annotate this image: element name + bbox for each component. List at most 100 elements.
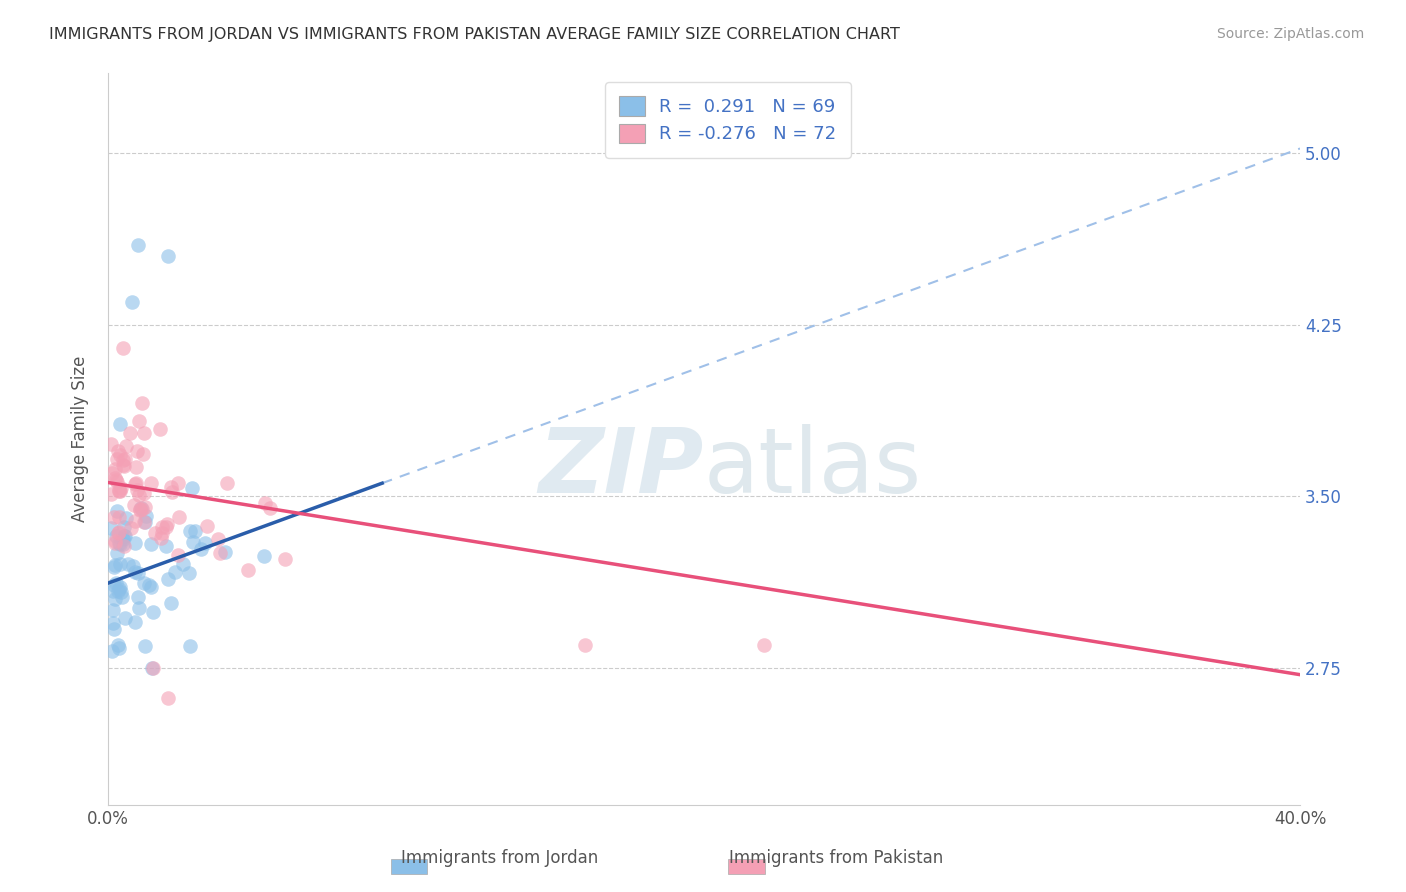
Text: ZIP: ZIP	[538, 425, 704, 512]
Point	[103, 583, 125, 598]
Point	[118, 425, 141, 440]
Point	[172, 557, 194, 571]
Point	[108, 537, 131, 551]
Point	[110, 585, 132, 599]
Point	[104, 591, 127, 606]
Point	[112, 536, 135, 550]
Point	[104, 462, 127, 476]
Point	[134, 486, 156, 500]
Point	[156, 690, 179, 705]
Point	[131, 501, 153, 516]
Point	[125, 483, 148, 498]
Point	[238, 563, 260, 577]
Point	[135, 509, 157, 524]
Point	[115, 511, 138, 525]
Point	[112, 540, 135, 554]
Y-axis label: Average Family Size: Average Family Size	[72, 356, 89, 522]
Point	[131, 447, 153, 461]
Point	[107, 526, 129, 541]
Point	[107, 504, 129, 518]
Point	[128, 601, 150, 615]
Point	[132, 515, 155, 529]
Text: Source: ZipAtlas.com: Source: ZipAtlas.com	[1216, 27, 1364, 41]
Point	[127, 566, 149, 581]
Point	[155, 539, 177, 553]
Point	[121, 294, 143, 309]
Point	[167, 548, 190, 562]
Point	[110, 590, 132, 604]
Point	[128, 414, 150, 428]
Point	[112, 533, 135, 547]
Point	[129, 501, 152, 516]
Point	[105, 575, 128, 590]
Point	[142, 661, 165, 675]
Point	[253, 549, 276, 564]
Point	[117, 557, 139, 571]
Point	[100, 521, 122, 535]
Point	[107, 584, 129, 599]
Point	[214, 545, 236, 559]
Text: IMMIGRANTS FROM JORDAN VS IMMIGRANTS FROM PAKISTAN AVERAGE FAMILY SIZE CORRELATI: IMMIGRANTS FROM JORDAN VS IMMIGRANTS FRO…	[49, 27, 900, 42]
Point	[167, 476, 190, 491]
Point	[181, 481, 204, 495]
Point	[112, 520, 135, 534]
Point	[105, 474, 128, 488]
Point	[103, 560, 125, 574]
Point	[128, 488, 150, 502]
Point	[108, 582, 131, 596]
Legend: R =  0.291   N = 69, R = -0.276   N = 72: R = 0.291 N = 69, R = -0.276 N = 72	[605, 82, 851, 158]
Point	[160, 484, 183, 499]
Point	[103, 510, 125, 524]
Point	[155, 516, 177, 531]
Point	[160, 480, 183, 494]
Point	[105, 546, 128, 560]
Point	[101, 616, 124, 631]
Point	[179, 639, 201, 653]
Point	[108, 580, 131, 594]
Point	[142, 605, 165, 619]
Point	[124, 477, 146, 491]
Point	[124, 615, 146, 630]
Point	[134, 426, 156, 441]
Point	[149, 422, 172, 436]
Point	[195, 519, 218, 533]
Point	[134, 640, 156, 654]
Point	[752, 638, 775, 652]
Point	[110, 483, 132, 498]
Point	[107, 444, 129, 458]
Point	[574, 638, 596, 652]
Text: Immigrants from Pakistan: Immigrants from Pakistan	[730, 849, 943, 867]
Point	[179, 524, 201, 539]
Point	[134, 515, 156, 529]
Point	[127, 237, 149, 252]
Text: Immigrants from Jordan: Immigrants from Jordan	[401, 849, 598, 867]
Point	[108, 448, 131, 462]
Point	[104, 536, 127, 550]
Point	[107, 536, 129, 550]
Point	[217, 475, 239, 490]
Point	[107, 640, 129, 655]
Point	[111, 458, 134, 472]
Point	[131, 396, 153, 410]
Point	[127, 590, 149, 604]
Point	[105, 451, 128, 466]
Point	[156, 249, 179, 263]
Point	[274, 552, 297, 566]
Point	[104, 471, 127, 485]
Point	[104, 529, 127, 543]
Point	[128, 502, 150, 516]
Point	[105, 475, 128, 490]
Point	[110, 481, 132, 495]
Point	[254, 496, 277, 510]
Point	[208, 546, 231, 560]
Point	[124, 566, 146, 580]
Point	[139, 580, 162, 594]
Point	[111, 530, 134, 544]
Point	[183, 535, 205, 549]
Point	[124, 535, 146, 549]
Point	[131, 501, 153, 516]
Point	[141, 661, 163, 675]
Point	[125, 443, 148, 458]
Point	[165, 565, 187, 579]
Point	[120, 521, 142, 535]
